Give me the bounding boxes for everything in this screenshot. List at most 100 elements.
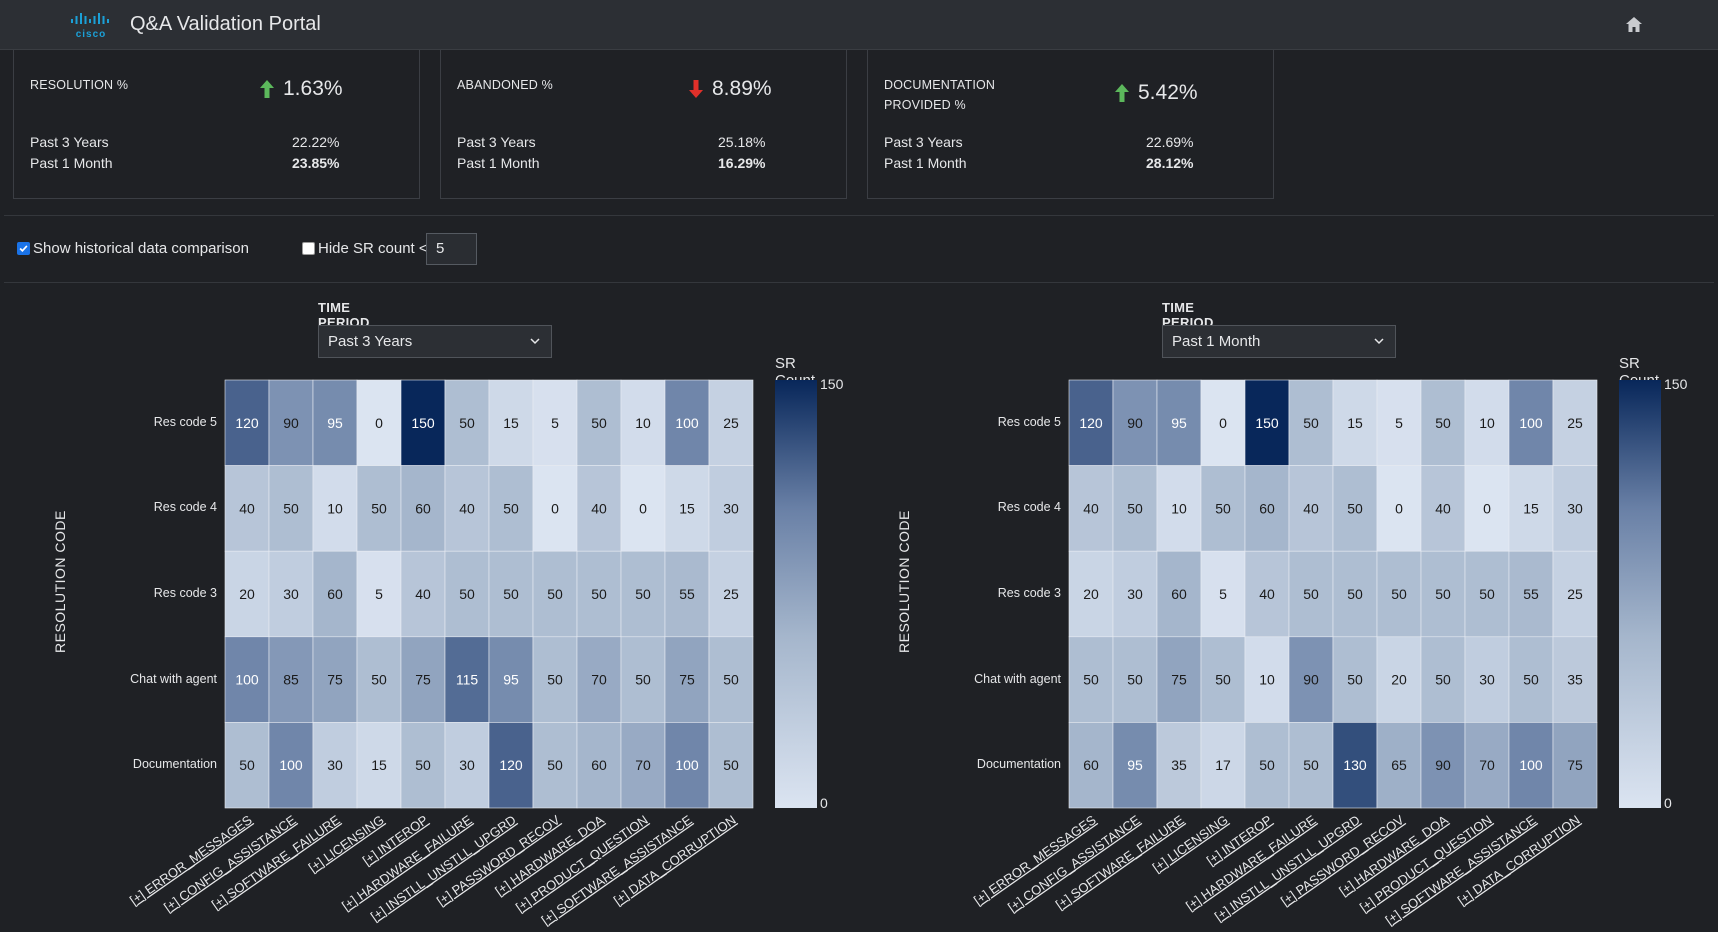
heatmap-cell[interactable] [1376, 722, 1422, 809]
heatmap-cell[interactable] [576, 550, 622, 638]
heatmap-cell[interactable] [356, 550, 402, 638]
heatmap-cell[interactable] [1200, 465, 1246, 552]
heatmap-cell[interactable] [1112, 550, 1158, 638]
heatmap-cell[interactable] [312, 465, 358, 552]
heatmap-cell[interactable] [1508, 465, 1554, 552]
heatmap-cell[interactable] [268, 465, 314, 552]
heatmap-cell[interactable] [664, 379, 710, 466]
heatmap-cell[interactable] [1068, 465, 1114, 552]
show-historical-checkbox[interactable] [17, 242, 30, 255]
heatmap-cell[interactable] [1552, 379, 1598, 466]
heatmap-cell[interactable] [400, 722, 446, 809]
heatmap-cell[interactable] [400, 550, 446, 638]
heatmap-cell[interactable] [532, 465, 578, 552]
heatmap-cell[interactable] [444, 636, 490, 723]
heatmap-cell[interactable] [1200, 636, 1246, 723]
heatmap-cell[interactable] [1552, 550, 1598, 638]
heatmap-cell[interactable] [488, 465, 534, 552]
heatmap-cell[interactable] [312, 636, 358, 723]
heatmap-cell[interactable] [576, 636, 622, 723]
heatmap-cell[interactable] [1244, 636, 1290, 723]
heatmap-cell[interactable] [224, 465, 270, 552]
heatmap-cell[interactable] [444, 722, 490, 809]
heatmap-cell[interactable] [532, 722, 578, 809]
heatmap-cell[interactable] [708, 550, 754, 638]
heatmap-cell[interactable] [1112, 636, 1158, 723]
heatmap-cell[interactable] [488, 722, 534, 809]
time-period-select[interactable]: Past 1 Month [1162, 325, 1396, 358]
heatmap-cell[interactable] [1420, 722, 1466, 809]
heatmap-cell[interactable] [356, 379, 402, 466]
heatmap-cell[interactable] [1552, 722, 1598, 809]
heatmap-cell[interactable] [1112, 465, 1158, 552]
heatmap-cell[interactable] [1332, 636, 1378, 723]
heatmap-cell[interactable] [1156, 465, 1202, 552]
heatmap-cell[interactable] [356, 636, 402, 723]
heatmap-cell[interactable] [268, 636, 314, 723]
heatmap-cell[interactable] [708, 465, 754, 552]
hide-sr-checkbox[interactable] [302, 242, 315, 255]
time-period-select[interactable]: Past 3 Years [318, 325, 552, 358]
heatmap-cell[interactable] [708, 379, 754, 466]
heatmap-cell[interactable] [1112, 379, 1158, 466]
heatmap-cell[interactable] [620, 636, 666, 723]
heatmap-cell[interactable] [1156, 550, 1202, 638]
heatmap-cell[interactable] [488, 636, 534, 723]
heatmap-cell[interactable] [664, 465, 710, 552]
heatmap-cell[interactable] [1376, 465, 1422, 552]
heatmap-cell[interactable] [664, 722, 710, 809]
heatmap-cell[interactable] [488, 550, 534, 638]
heatmap-cell[interactable] [576, 465, 622, 552]
heatmap-cell[interactable] [1464, 722, 1510, 809]
heatmap-cell[interactable] [1068, 550, 1114, 638]
heatmap-cell[interactable] [1420, 379, 1466, 466]
heatmap-cell[interactable] [1288, 722, 1334, 809]
column-label-link[interactable]: [+] LICENSING [1150, 812, 1231, 875]
heatmap-cell[interactable] [1508, 722, 1554, 809]
heatmap-cell[interactable] [1552, 636, 1598, 723]
heatmap-cell[interactable] [1376, 636, 1422, 723]
heatmap-cell[interactable] [1464, 379, 1510, 466]
heatmap-cell[interactable] [444, 550, 490, 638]
heatmap-cell[interactable] [620, 722, 666, 809]
heatmap-cell[interactable] [400, 465, 446, 552]
heatmap-cell[interactable] [1376, 550, 1422, 638]
heatmap-cell[interactable] [620, 465, 666, 552]
heatmap-cell[interactable] [268, 550, 314, 638]
heatmap-cell[interactable] [1244, 722, 1290, 809]
heatmap-cell[interactable] [356, 722, 402, 809]
heatmap-cell[interactable] [532, 550, 578, 638]
heatmap-cell[interactable] [1420, 636, 1466, 723]
heatmap-cell[interactable] [1420, 550, 1466, 638]
heatmap-cell[interactable] [1508, 636, 1554, 723]
heatmap-cell[interactable] [576, 722, 622, 809]
heatmap-cell[interactable] [312, 379, 358, 466]
heatmap-cell[interactable] [312, 722, 358, 809]
show-historical-label[interactable]: Show historical data comparison [33, 240, 249, 257]
heatmap-cell[interactable] [224, 722, 270, 809]
heatmap-cell[interactable] [1112, 722, 1158, 809]
heatmap-cell[interactable] [1068, 722, 1114, 809]
hide-sr-threshold-input[interactable]: 5 [426, 233, 477, 265]
heatmap-cell[interactable] [1288, 465, 1334, 552]
heatmap-cell[interactable] [1200, 550, 1246, 638]
heatmap-cell[interactable] [620, 379, 666, 466]
heatmap-cell[interactable] [1464, 636, 1510, 723]
heatmap-cell[interactable] [1552, 465, 1598, 552]
heatmap-cell[interactable] [1288, 379, 1334, 466]
heatmap-cell[interactable] [532, 379, 578, 466]
heatmap-cell[interactable] [664, 550, 710, 638]
heatmap-cell[interactable] [1420, 465, 1466, 552]
heatmap-cell[interactable] [1332, 550, 1378, 638]
heatmap-cell[interactable] [1508, 550, 1554, 638]
heatmap-cell[interactable] [708, 722, 754, 809]
heatmap-cell[interactable] [444, 379, 490, 466]
heatmap-cell[interactable] [1156, 379, 1202, 466]
heatmap-cell[interactable] [1332, 465, 1378, 552]
heatmap-cell[interactable] [268, 722, 314, 809]
heatmap-cell[interactable] [224, 636, 270, 723]
cisco-logo[interactable]: cisco [70, 12, 114, 40]
hide-sr-label[interactable]: Hide SR count < [318, 240, 428, 257]
heatmap-cell[interactable] [708, 636, 754, 723]
heatmap-cell[interactable] [1288, 636, 1334, 723]
